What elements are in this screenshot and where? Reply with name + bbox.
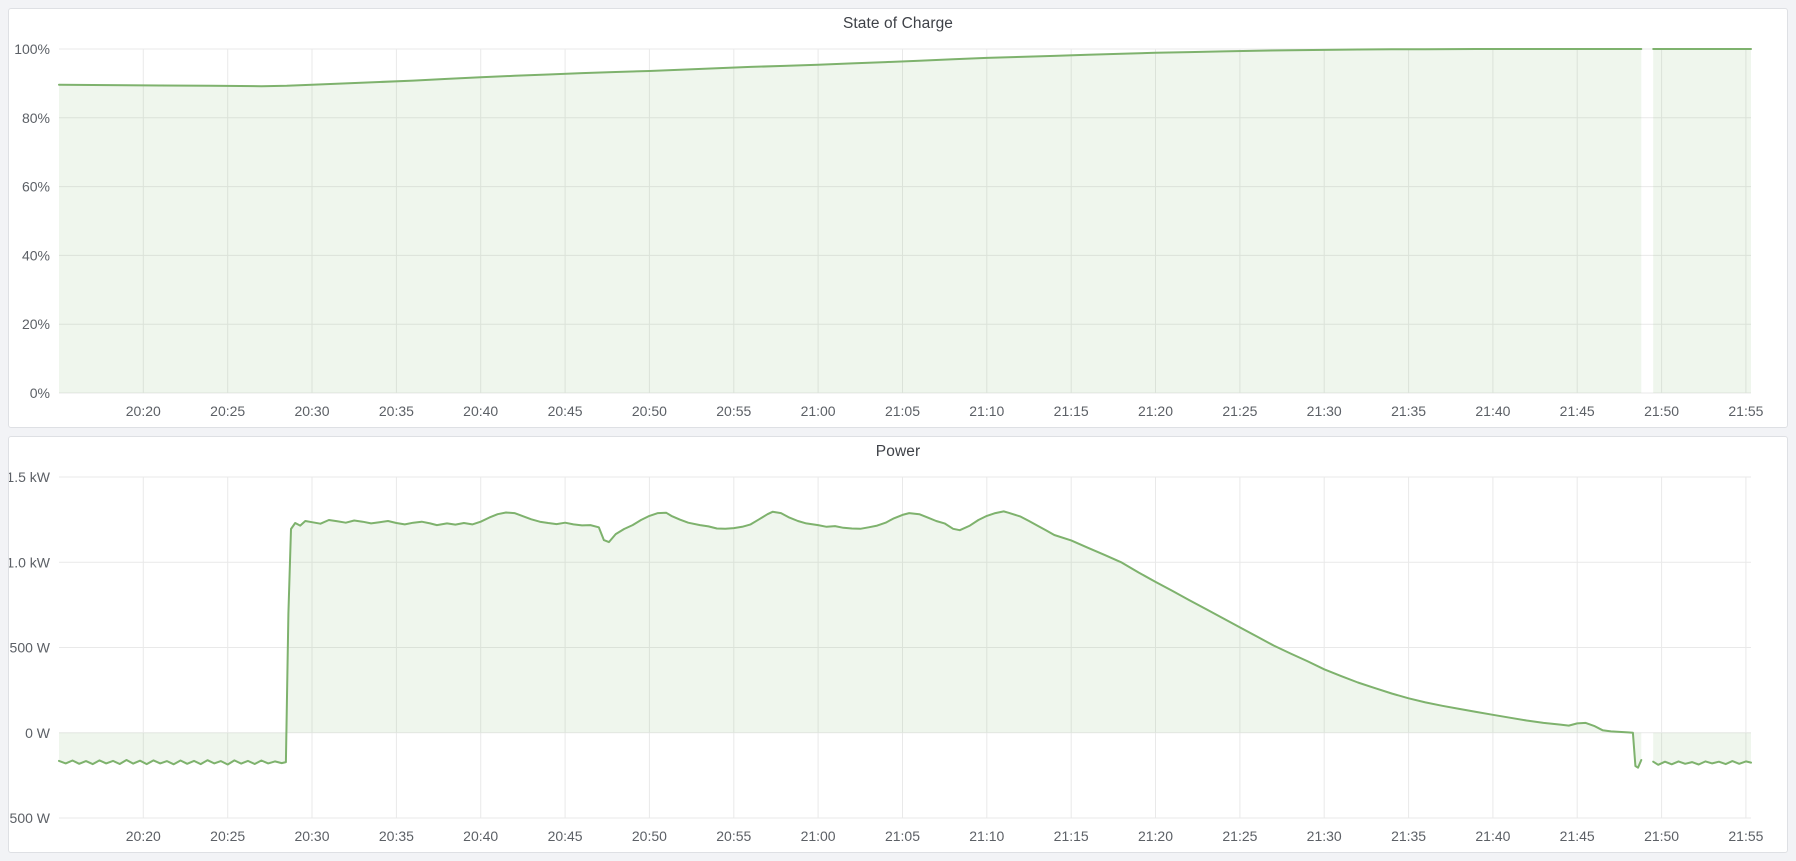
x-tick-label: 21:15 [1054,828,1089,844]
x-tick-label: 20:40 [463,828,498,844]
x-tick-label: 20:25 [210,403,245,419]
x-tick-label: 21:30 [1307,403,1342,419]
x-tick-label: 20:35 [379,828,414,844]
x-tick-label: 20:25 [210,828,245,844]
y-tick-label: 60% [22,179,50,195]
x-tick-label: 20:55 [716,828,751,844]
x-tick-label: 21:20 [1138,828,1173,844]
x-tick-label: 21:15 [1054,403,1089,419]
power-chart[interactable]: -500 W 0 W 500 W 1.0 kW 1.5 kW 20:20 20:25 20:3… [9,467,1787,852]
y-tick-label: 500 W [10,640,51,656]
series-area [59,49,1642,393]
x-tick-label: 21:40 [1475,403,1510,419]
x-tick-label: 21:00 [801,828,836,844]
x-tick-label: 20:20 [126,828,161,844]
x-tick-label: 21:30 [1307,828,1342,844]
x-tick-label: 21:10 [969,828,1004,844]
x-tick-label: 20:20 [126,403,161,419]
y-tick-label: 1.5 kW [9,469,51,485]
x-tick-label: 21:00 [801,403,836,419]
grid [59,48,1751,394]
x-tick-label: 21:05 [885,828,920,844]
x-tick-label: 21:45 [1560,828,1595,844]
y-tick-label: 40% [22,247,50,263]
series-line [1652,760,1752,766]
panel-power: Power -500 W 0 W 500 W 1.0 kW 1.5 kW 20:20 20:… [8,436,1788,853]
grid [59,476,1751,819]
x-tick-label: 20:55 [716,403,751,419]
x-tick-label: 21:50 [1644,403,1679,419]
x-tick-label: 21:10 [969,403,1004,419]
x-tick-label: 21:35 [1391,828,1426,844]
x-tick-label: 20:30 [294,403,329,419]
x-tick-label: 21:20 [1138,403,1173,419]
panel-title-power[interactable]: Power [875,443,921,460]
x-tick-label: 21:45 [1560,403,1595,419]
x-tick-label: 21:50 [1644,828,1679,844]
y-tick-label: 20% [22,316,50,332]
x-tick-label: 20:45 [548,828,583,844]
y-tick-label: 0 W [25,725,51,741]
x-tick-label: 21:25 [1222,403,1257,419]
x-tick-label: 20:45 [548,403,583,419]
y-tick-label: 0% [30,385,50,401]
y-tick-label: 80% [22,110,50,126]
panel-title-state-of-charge[interactable]: State of Charge [842,15,954,32]
y-tick-label: 1.0 kW [9,554,51,570]
panel-state-of-charge: State of Charge 0% 20% 40% 60% 80% 100% 20:20 2… [8,8,1788,428]
x-tick-label: 21:35 [1391,403,1426,419]
x-tick-label: 20:30 [294,828,329,844]
x-tick-label: 21:25 [1222,828,1257,844]
series-area [1653,732,1751,765]
x-tick-label: 20:35 [379,403,414,419]
x-tick-label: 21:05 [885,403,920,419]
x-tick-label: 21:40 [1475,828,1510,844]
x-tick-label: 21:55 [1728,828,1763,844]
x-tick-label: 20:50 [632,403,667,419]
x-tick-label: 20:50 [632,828,667,844]
x-tick-label: 20:40 [463,403,498,419]
series-area [59,511,1642,768]
state-of-charge-chart[interactable]: 0% 20% 40% 60% 80% 100% 20:20 20:25 20:30 20:35 20… [9,39,1787,427]
series-line [58,510,1643,769]
y-tick-label: 100% [14,41,50,57]
x-tick-label: 21:55 [1728,403,1763,419]
series-line [58,48,1643,88]
series-area [1653,49,1751,393]
y-tick-label: -500 W [9,810,51,826]
